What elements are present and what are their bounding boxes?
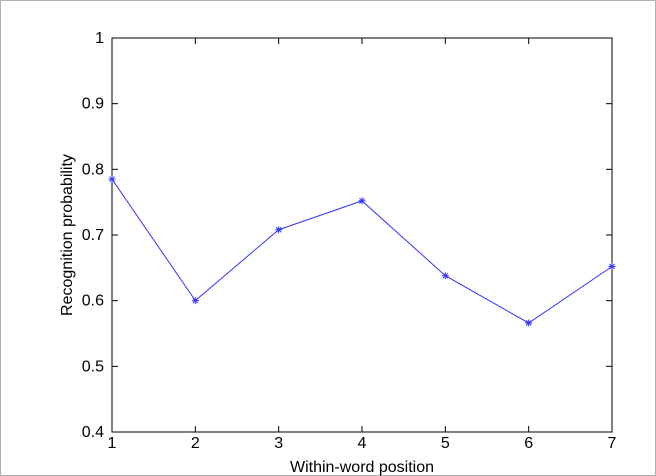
data-point <box>441 272 449 280</box>
y-tick-label: 0.6 <box>82 293 104 310</box>
y-tick-label: 0.4 <box>82 424 104 441</box>
x-tick-label: 3 <box>274 435 283 452</box>
data-point <box>191 297 199 305</box>
y-tick-label: 0.7 <box>82 227 104 244</box>
x-tick-label: 1 <box>108 435 117 452</box>
y-tick-label: 1 <box>95 30 104 47</box>
y-tick-label: 0.9 <box>82 96 104 113</box>
y-tick-label: 0.5 <box>82 358 104 375</box>
data-point <box>358 197 366 205</box>
y-axis-label: Recognition probability <box>59 154 76 316</box>
y-tick-label: 0.8 <box>82 161 104 178</box>
x-tick-label: 5 <box>441 435 450 452</box>
series-layer <box>108 175 616 327</box>
data-point <box>525 319 533 327</box>
data-point <box>275 226 283 234</box>
x-tick-label: 4 <box>358 435 367 452</box>
data-point <box>108 175 116 183</box>
x-axis: 1 2 3 4 5 6 7 <box>108 38 617 452</box>
plot-area <box>111 37 613 433</box>
data-point <box>608 263 616 271</box>
x-tick-label: 7 <box>608 435 617 452</box>
x-tick-label: 2 <box>191 435 200 452</box>
x-axis-label: Within-word position <box>290 459 434 476</box>
y-axis: 0.4 0.5 0.6 0.7 0.8 0.9 1 <box>82 30 612 441</box>
x-tick-label: 6 <box>524 435 533 452</box>
